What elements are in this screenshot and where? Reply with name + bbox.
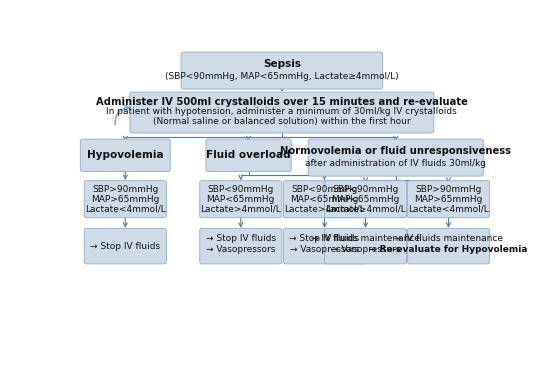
FancyBboxPatch shape: [324, 228, 406, 264]
FancyBboxPatch shape: [84, 181, 167, 218]
Text: after administration of IV fluids 30ml/kg: after administration of IV fluids 30ml/k…: [305, 159, 486, 168]
Text: Sepsis: Sepsis: [263, 60, 301, 70]
FancyBboxPatch shape: [200, 228, 282, 264]
Text: MAP<65mmHg: MAP<65mmHg: [207, 195, 275, 204]
FancyBboxPatch shape: [181, 52, 383, 89]
Text: → Re-evaluate for Hypovolemia: → Re-evaluate for Hypovolemia: [369, 245, 528, 254]
Text: MAP<65mmHg: MAP<65mmHg: [290, 195, 359, 204]
Text: → Vasopressors: → Vasopressors: [290, 245, 359, 254]
Text: MAP>65mmHg: MAP>65mmHg: [414, 195, 483, 204]
FancyBboxPatch shape: [324, 181, 406, 218]
Text: (Normal saline or balanced solution) within the first hour: (Normal saline or balanced solution) wit…: [153, 117, 411, 126]
Text: (SBP<90mmHg, MAP<65mmHg, Lactate≥4mmol/L): (SBP<90mmHg, MAP<65mmHg, Lactate≥4mmol/L…: [165, 72, 399, 81]
Text: → Stop IV fluids: → Stop IV fluids: [206, 234, 276, 243]
Text: → Stop IV fluids: → Stop IV fluids: [90, 242, 161, 250]
Text: → Stop IV fluids: → Stop IV fluids: [289, 234, 360, 243]
Text: → IV fluids maintenance: → IV fluids maintenance: [311, 234, 420, 243]
Text: In patient with hypotension, administer a minimum of 30ml/kg IV crystalloids: In patient with hypotension, administer …: [107, 107, 457, 116]
Text: Lactate<4mmol/L: Lactate<4mmol/L: [408, 205, 489, 214]
FancyBboxPatch shape: [283, 181, 366, 218]
FancyBboxPatch shape: [308, 139, 483, 176]
FancyBboxPatch shape: [408, 181, 490, 218]
Text: MAP<65mmHg: MAP<65mmHg: [332, 195, 400, 204]
Text: SBP>90mmHg: SBP>90mmHg: [92, 185, 158, 194]
FancyBboxPatch shape: [408, 228, 490, 264]
Text: Lactate<4mmol/L: Lactate<4mmol/L: [85, 205, 166, 214]
FancyBboxPatch shape: [84, 228, 167, 264]
FancyBboxPatch shape: [200, 181, 282, 218]
Text: Normovolemia or fluid unresponsiveness: Normovolemia or fluid unresponsiveness: [280, 147, 512, 157]
Text: Hypovolemia: Hypovolemia: [87, 150, 164, 160]
Text: MAP>65mmHg: MAP>65mmHg: [91, 195, 160, 204]
Text: → Vasopressors: → Vasopressors: [331, 245, 400, 254]
FancyBboxPatch shape: [80, 139, 170, 171]
Text: Fluid overload: Fluid overload: [206, 150, 291, 160]
Text: SBP<90mmHg: SBP<90mmHg: [207, 185, 274, 194]
Text: SBP<90mmHg: SBP<90mmHg: [332, 185, 399, 194]
Text: Lactate>4mmol/L: Lactate>4mmol/L: [200, 205, 281, 214]
FancyBboxPatch shape: [283, 228, 366, 264]
Text: Lactate>4mmol/L: Lactate>4mmol/L: [284, 205, 365, 214]
Text: SBP>90mmHg: SBP>90mmHg: [415, 185, 482, 194]
Text: SBP<90mmHg: SBP<90mmHg: [292, 185, 358, 194]
FancyBboxPatch shape: [130, 92, 434, 133]
Text: Administer IV 500ml crystalloids over 15 minutes and re-evaluate: Administer IV 500ml crystalloids over 15…: [96, 97, 468, 107]
Text: → Vasopressors: → Vasopressors: [206, 245, 276, 254]
FancyBboxPatch shape: [206, 139, 291, 171]
Text: → IV fluids maintenance: → IV fluids maintenance: [394, 234, 503, 243]
Text: Lactate>4mmol/L: Lactate>4mmol/L: [325, 205, 406, 214]
